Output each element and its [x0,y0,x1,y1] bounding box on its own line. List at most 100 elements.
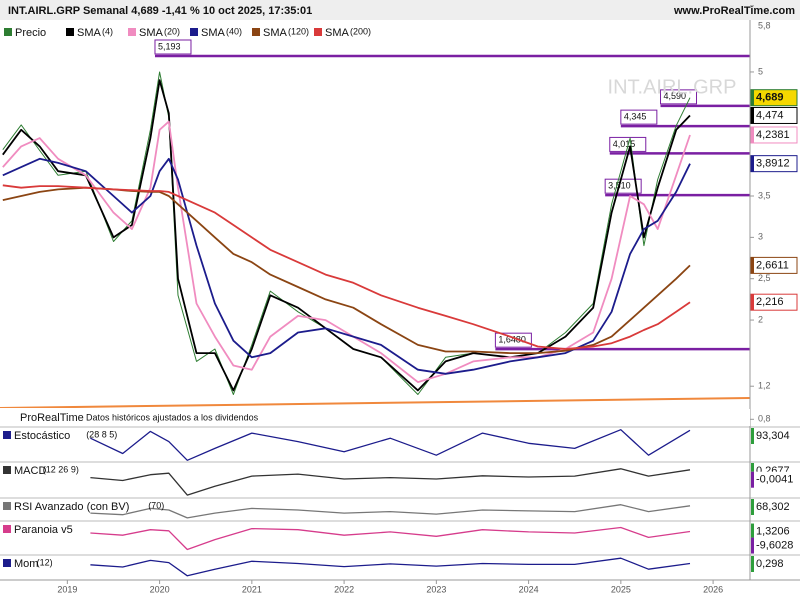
last-value-label: 2,6611 [756,259,789,271]
last-value-label: 4,689 [756,92,784,104]
legend-params: (200) [350,26,371,36]
indicator-params: (12 26 9) [43,464,79,474]
indicator-params: (70) [148,500,164,510]
level-label-box [620,109,658,125]
indicator-title: RSI Avanzado (con BV) [14,501,129,513]
legend-swatch [128,28,136,36]
legend-name: SMA [139,27,164,39]
last-value-label: 2,216 [756,296,784,308]
indicator-icon [3,559,11,567]
last-value-tab [751,155,754,172]
indicator-value-box [751,471,797,488]
series-line [2,79,691,392]
indicator-line [90,429,691,461]
x-tick-label: 2026 [703,584,723,594]
y-tick-label: 5,8 [758,20,771,30]
last-value-tab [751,107,754,124]
series-line [2,120,691,383]
x-tick-label: 2022 [334,584,354,594]
level-label-box [154,39,192,55]
toolbar [0,409,750,426]
indicator-value-tab [751,523,754,540]
header-source: www.ProRealTime.com [673,5,795,17]
watermark: INT.AIRL.GRP [608,76,737,98]
y-tick-label: 0,8 [758,414,771,424]
indicator-value-tab [751,471,754,488]
level-label-box [604,178,642,194]
level-label-box [660,89,698,105]
indicator-value-label: -0,0041 [756,474,793,486]
indicator-title: Estocástico [14,430,70,442]
indicator-value-tab [751,556,754,572]
indicator-value-label: 93,304 [756,430,790,442]
legend-name: Precio [15,27,46,39]
indicator-value-label: -9,6028 [756,539,793,551]
legend-name: SMA [263,27,288,39]
y-tick-label: 5 [758,66,763,76]
level-label-box [494,332,532,348]
indicator-value-box [751,499,797,515]
last-value-label: 3,8912 [756,158,790,170]
indicator-icon [3,502,11,510]
indicator-icon [3,525,11,533]
indicator-icon [3,466,11,474]
indicator-value-label: 68,302 [756,501,790,513]
toolbar-note: Datos históricos ajustados a los dividen… [86,412,259,422]
indicator-line [90,504,691,519]
series-line [2,184,691,350]
legend-name: SMA [77,27,102,39]
x-tick-label: 2020 [150,584,170,594]
x-tick-label: 2021 [242,584,262,594]
indicator-panels [0,426,800,577]
indicator-title: MACD [14,465,46,477]
y-tick-label: 1,2 [758,381,771,391]
toolbar-brand: ProRealTime [20,412,84,424]
header-title: INT.AIRL.GRP Semanal 4,689 -1,41 % 10 oc… [8,5,312,17]
trend-line [0,397,750,408]
level-label: 4,015 [613,139,636,149]
indicator-value-label: 1,3206 [756,525,790,537]
legend-swatch [4,28,12,36]
legend-swatch [314,28,322,36]
legend-params: (120) [288,26,309,36]
indicator-params: (28 8 5) [86,429,117,439]
last-value-label: 4,474 [756,109,784,121]
indicator-value-label: 0,298 [756,558,784,570]
y-tick-label: 2,5 [758,273,771,283]
y-tick-label: 3,5 [758,190,771,200]
last-value-tab [751,89,754,106]
indicator-value-box [751,523,797,540]
x-tick-label: 2024 [519,584,539,594]
legend-swatch [190,28,198,36]
legend-name: SMA [325,27,350,39]
legend-swatch [66,28,74,36]
indicator-title: Mom [14,558,38,570]
header-bar [0,0,800,20]
last-value-tab [751,294,754,311]
legend-params: (20) [164,26,180,36]
x-tick-label: 2025 [611,584,631,594]
indicator-line [90,468,691,496]
y-tick-label: 2 [758,314,763,324]
indicator-params: (12) [37,557,53,567]
last-value-tab [751,257,754,274]
indicator-value-box [751,556,797,572]
series-line [2,157,691,375]
x-tick-label: 2019 [57,584,77,594]
y-tick-label: 3 [758,232,763,242]
legend-params: (40) [226,26,242,36]
level-label: 1,6480 [498,335,526,345]
indicator-line [90,557,691,577]
level-label: 4,590 [664,91,687,101]
indicator-value-tab [751,537,754,554]
legend-swatch [252,28,260,36]
level-label: 5,193 [158,41,181,51]
legend-params: (4) [102,26,113,36]
indicator-value-tab [751,463,754,479]
indicator-value-tab [751,428,754,444]
legend-name: SMA [201,27,226,39]
indicator-title: Paranoia v5 [14,524,73,536]
indicator-icon [3,431,11,439]
